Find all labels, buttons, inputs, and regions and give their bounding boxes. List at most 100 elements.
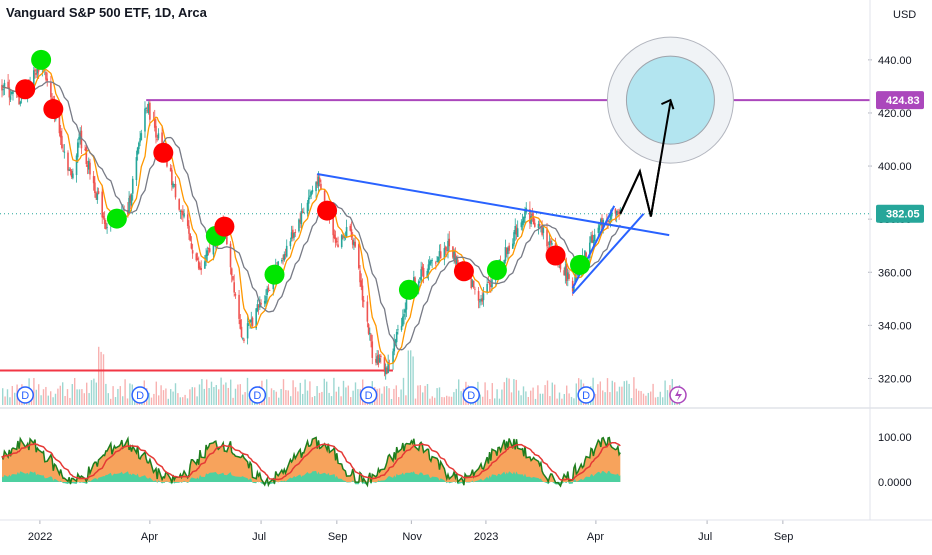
candle-body (387, 361, 389, 374)
candle-body (173, 184, 176, 185)
candle-body (402, 316, 404, 327)
candle-body (343, 235, 345, 238)
candle-body (293, 232, 295, 238)
volume-bar (285, 390, 287, 405)
volume-bar (501, 389, 503, 405)
volume-bar (542, 393, 544, 405)
candle-body (10, 91, 13, 94)
candle-body (138, 142, 140, 150)
volume-bar (352, 390, 354, 405)
volume-bar (570, 396, 573, 405)
volume-bar (395, 385, 397, 405)
dividend-marker (577, 386, 595, 404)
candle-body (9, 96, 12, 100)
candle-body (306, 202, 309, 214)
candle-body (96, 193, 99, 200)
volume-bar (513, 379, 515, 405)
candle-body (592, 240, 595, 243)
candle-body (146, 110, 149, 112)
volume-bar (635, 388, 637, 405)
candle-body (430, 259, 432, 264)
volume-bar (246, 377, 249, 405)
volume-bar (182, 397, 184, 405)
volume-bar (52, 397, 54, 405)
candle-body (281, 259, 283, 262)
candle-body (610, 209, 613, 217)
volume-bar (2, 388, 4, 405)
candle-body (334, 237, 337, 243)
candle-body (340, 235, 343, 248)
price-axis-label: 420.00 (878, 108, 912, 120)
candle-body (446, 250, 448, 252)
volume-bar (81, 389, 83, 405)
volume-bar (184, 394, 186, 405)
volume-bar (402, 377, 405, 405)
dividend-label: D (253, 390, 261, 402)
volume-bar (71, 384, 73, 405)
volume-bar (616, 391, 618, 405)
candle-body (480, 298, 482, 302)
volume-bar (234, 388, 237, 405)
candle-body (233, 282, 235, 293)
volume-bar (453, 392, 455, 405)
volume-bar (527, 396, 529, 405)
volume-bar (64, 396, 66, 405)
candle-body (470, 278, 473, 289)
candle-body (179, 211, 182, 213)
volume-bar (436, 388, 438, 405)
volume-bar (518, 390, 520, 405)
volume-bar (227, 387, 229, 405)
volume-bar (321, 391, 323, 405)
volume-bar (213, 387, 215, 405)
volume-bar (242, 394, 244, 405)
last-price-badge (876, 204, 924, 223)
candle-body (472, 280, 475, 288)
candle-body (551, 243, 553, 245)
candle-body (197, 261, 200, 269)
candle-body (505, 247, 508, 254)
projection-path-top (619, 102, 672, 217)
sell-signal-marker (453, 261, 474, 282)
time-axis-label: Apr (587, 531, 604, 543)
buy-signal-marker (106, 208, 127, 229)
candle-body (559, 259, 562, 270)
price-axis-label: 320.00 (878, 373, 912, 385)
candle-body (439, 251, 442, 259)
candle-body (145, 108, 147, 109)
candle-body (413, 277, 415, 284)
volume-bar (314, 396, 316, 405)
volume-bar (606, 378, 609, 405)
candle-body (101, 191, 104, 218)
volume-bar (400, 389, 402, 405)
volume-bar (126, 398, 129, 405)
candle-body (86, 165, 89, 167)
volume-bar (486, 390, 489, 405)
time-axis-label: Sep (774, 531, 794, 543)
volume-bar (522, 386, 525, 405)
candle-body (199, 266, 201, 270)
volume-bar (496, 389, 498, 405)
candle-body (229, 243, 232, 268)
lightning-icon (675, 389, 682, 401)
candle-body (530, 215, 532, 225)
candle-body (400, 325, 403, 330)
candle-body (316, 181, 319, 185)
volume-bar (621, 386, 623, 405)
dividend-label: D (582, 390, 590, 402)
candle-body (136, 147, 139, 155)
candle-body (375, 358, 377, 363)
volume-bar (654, 397, 657, 405)
volume-bar (47, 395, 49, 405)
candle-body (564, 266, 567, 276)
candle-body (607, 219, 609, 222)
volume-bar (6, 389, 9, 405)
candle-body (585, 252, 587, 258)
volume-bar (626, 380, 628, 405)
volume-bar (11, 386, 13, 405)
volume-bar (268, 397, 270, 405)
candle-body (323, 190, 326, 201)
candle-body (284, 254, 287, 256)
candle-body (290, 232, 293, 239)
candle-body (529, 209, 531, 224)
